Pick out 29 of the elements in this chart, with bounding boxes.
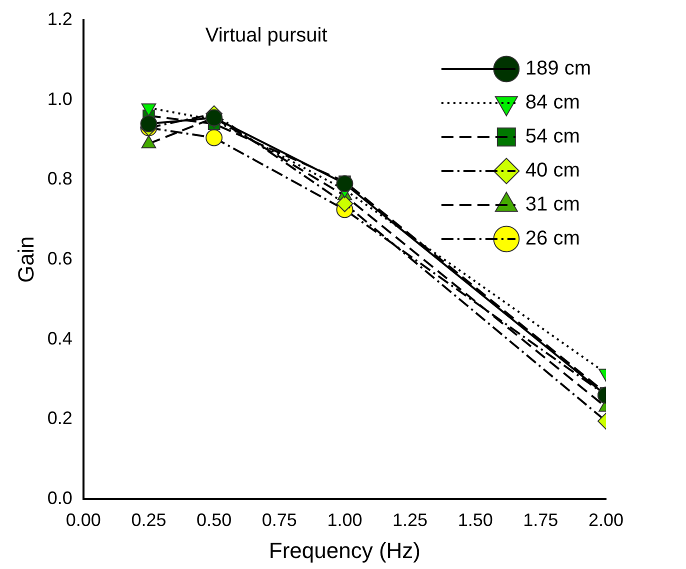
y-tick-label: 0.6: [47, 248, 72, 268]
x-tick-label: 0.00: [66, 510, 101, 530]
x-tick-label: 1.75: [523, 510, 558, 530]
point: [336, 175, 354, 192]
x-tick-label: 2.00: [588, 510, 624, 530]
legend-label: 31 cm: [525, 194, 580, 216]
y-tick-label: 0.8: [47, 168, 72, 189]
legend-label: 40 cm: [525, 160, 580, 182]
x-tick-label: 0.75: [262, 510, 297, 530]
x-axis-title: Frequency (Hz): [268, 538, 421, 563]
legend-label: 26 cm: [525, 228, 580, 250]
x-tick-label: 1.50: [458, 510, 493, 530]
x-tick-label: 1.25: [392, 510, 428, 530]
x-tick-label: 1.00: [327, 510, 362, 530]
y-axis-title: Gain: [13, 236, 38, 283]
x-tick-label: 0.50: [196, 510, 232, 530]
legend-label: 189 cm: [525, 58, 592, 80]
y-tick-label: 0.0: [47, 488, 72, 508]
y-tick-label: 0.4: [47, 328, 72, 348]
point: [140, 115, 158, 132]
y-tick-label: 0.2: [47, 408, 72, 428]
x-tick-label: 0.25: [131, 510, 166, 530]
chart-title: Virtual pursuit: [205, 24, 328, 47]
legend-label: 84 cm: [525, 92, 580, 114]
legend-label: 54 cm: [525, 126, 580, 148]
y-tick-label: 1.2: [47, 8, 72, 29]
y-tick-label: 1.0: [47, 88, 72, 109]
point: [336, 195, 354, 212]
point: [206, 129, 223, 146]
